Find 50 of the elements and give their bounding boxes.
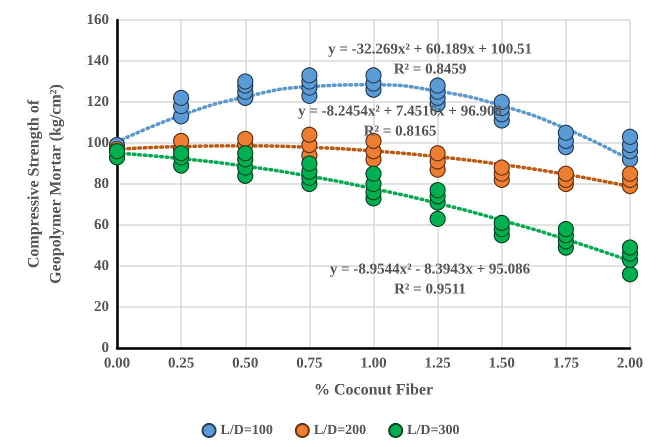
x-tick-label: 2.00: [616, 356, 644, 372]
y-tick-label: 0: [102, 340, 109, 356]
annotation: y = -32.269x² + 60.189x + 100.51: [328, 42, 532, 58]
x-axis-title: % Coconut Fiber: [314, 382, 434, 398]
point: [301, 155, 318, 172]
point: [622, 166, 638, 182]
point: [494, 214, 510, 232]
point: [301, 67, 318, 84]
y-tick-label: 60: [94, 217, 109, 233]
legend-label: L/D=200: [314, 423, 366, 438]
annotation: R² = 0.9511: [394, 282, 466, 298]
x-tick-label: 0.25: [168, 356, 194, 372]
point: [622, 239, 638, 256]
legend-label: L/D=100: [220, 423, 273, 438]
x-tick-label: 1.00: [360, 356, 387, 372]
point: [173, 90, 190, 106]
x-tick-label: 0.00: [104, 356, 130, 372]
annotation: R² = 0.8459: [394, 62, 466, 78]
point: [622, 128, 638, 145]
x-tick-label: 1.50: [488, 356, 515, 372]
y-axis-title: Compressive Strength of Geopolymer Mortar (kg/cm²): [26, 84, 64, 284]
point: [558, 221, 574, 238]
y-tick-label: 160: [86, 12, 109, 28]
point: [237, 73, 254, 90]
point: [558, 124, 574, 141]
point: [237, 130, 254, 147]
x-tick-label: 0.75: [296, 356, 322, 372]
point: [558, 166, 574, 182]
point: [622, 266, 638, 282]
point: [365, 67, 382, 84]
y-tick-label: 40: [94, 258, 109, 274]
y-tick-label: 140: [86, 53, 109, 69]
y-tick-label: 20: [94, 299, 109, 315]
legend-label: L/D=300: [407, 423, 460, 438]
y-tick-label: 100: [86, 135, 109, 151]
point: [237, 145, 254, 162]
x-tick-label: 0.50: [232, 356, 258, 372]
point: [430, 210, 446, 227]
point: [494, 160, 510, 176]
point: [430, 182, 446, 198]
point: [301, 126, 318, 143]
point: [430, 145, 446, 162]
point: [430, 78, 446, 94]
y-tick-label: 80: [94, 176, 109, 192]
annotation: y = -8.9544x² - 8.3943x + 95.086: [330, 262, 531, 278]
x-tick-label: 1.25: [424, 356, 451, 372]
y-tick-label: 120: [86, 94, 109, 110]
point: [173, 145, 190, 162]
x-tick-label: 1.75: [552, 356, 579, 372]
point: [365, 166, 382, 182]
